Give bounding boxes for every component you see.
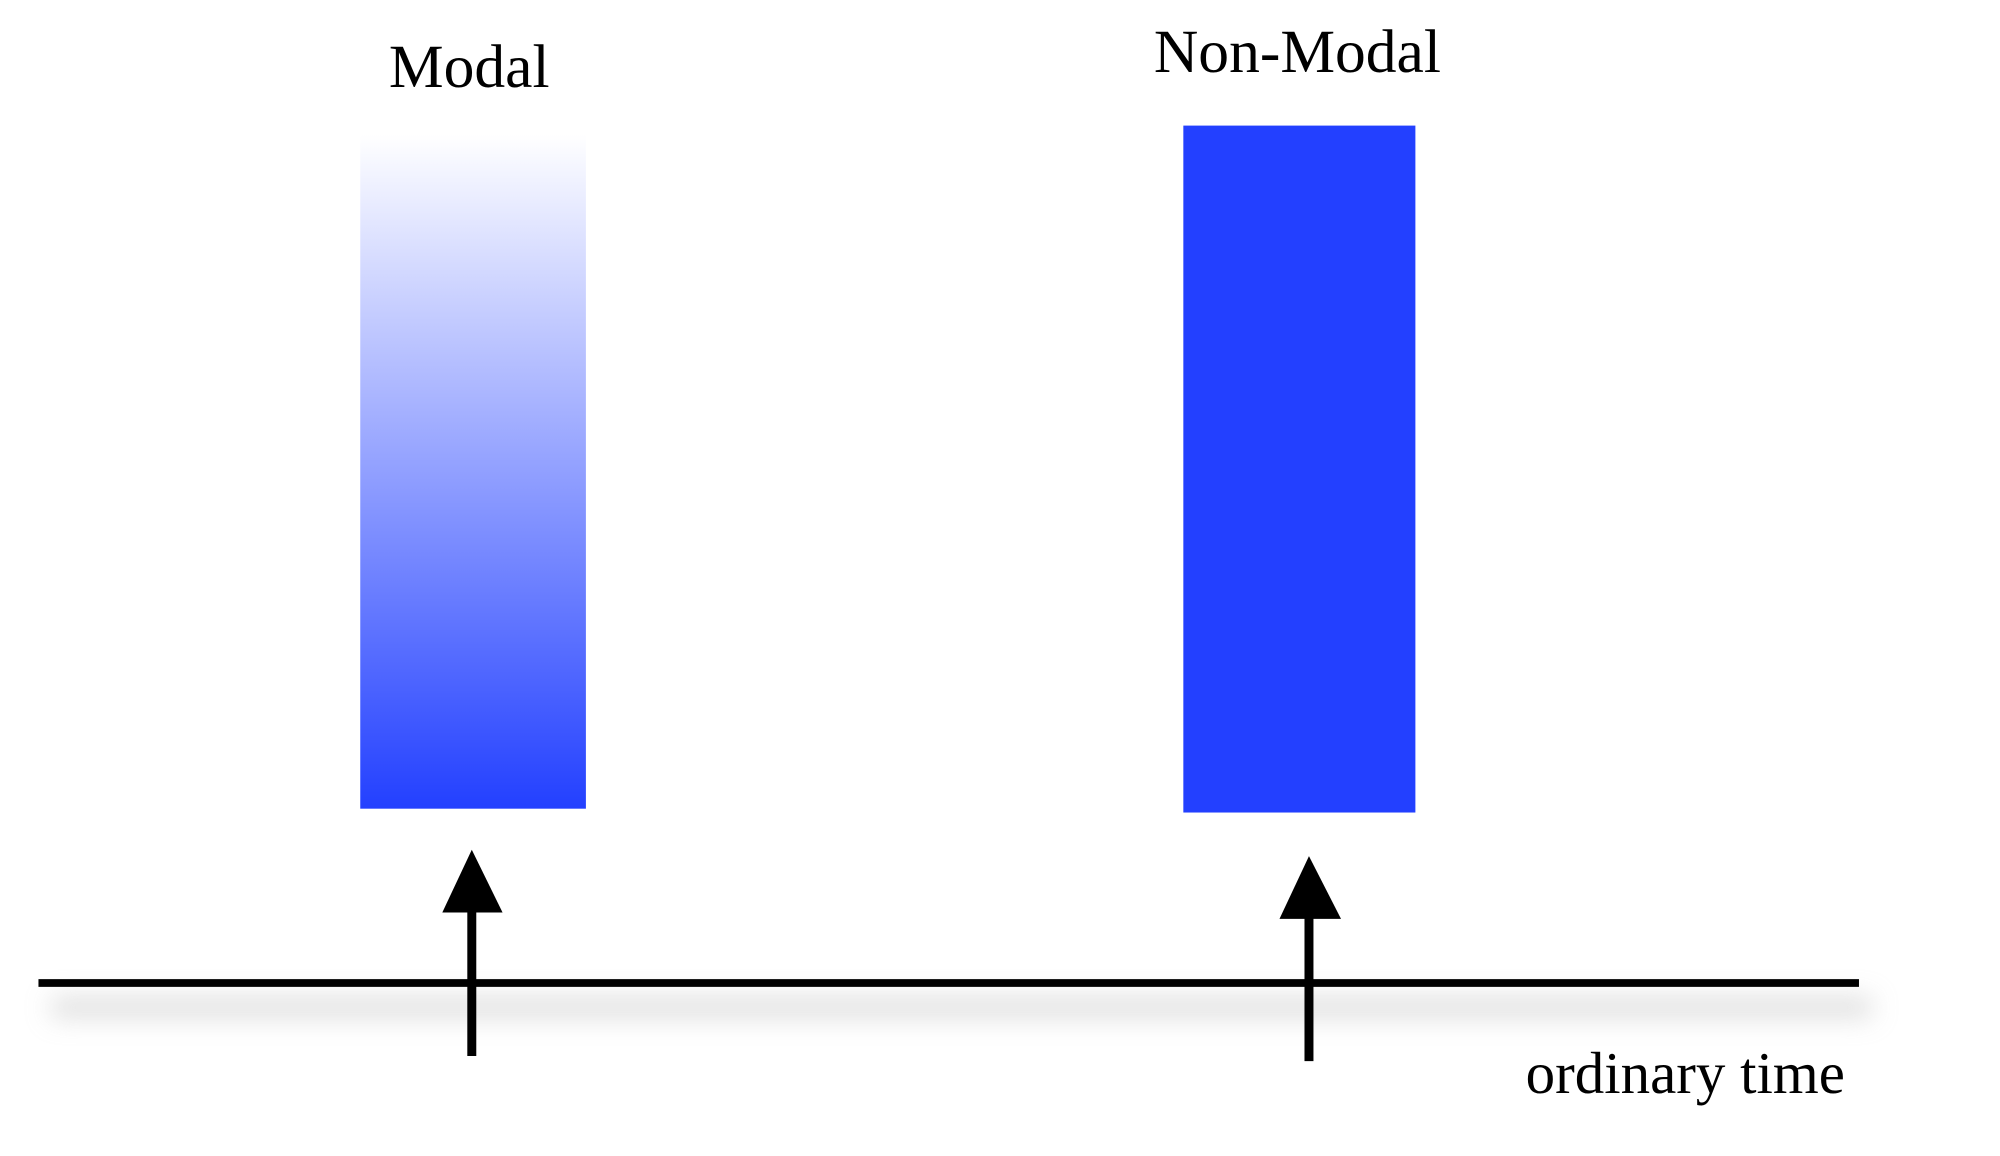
non-modal-label: Non-Modal: [1154, 18, 1441, 86]
up-arrow-icon: [442, 849, 503, 1057]
modal-label: Modal: [389, 33, 550, 101]
modal-bar: [360, 134, 586, 809]
axis-shadow: [51, 997, 1872, 1018]
up-arrow-icon: [1279, 856, 1342, 1062]
axis-label: ordinary time: [1526, 1040, 1845, 1106]
non-modal-bar: [1183, 125, 1416, 813]
